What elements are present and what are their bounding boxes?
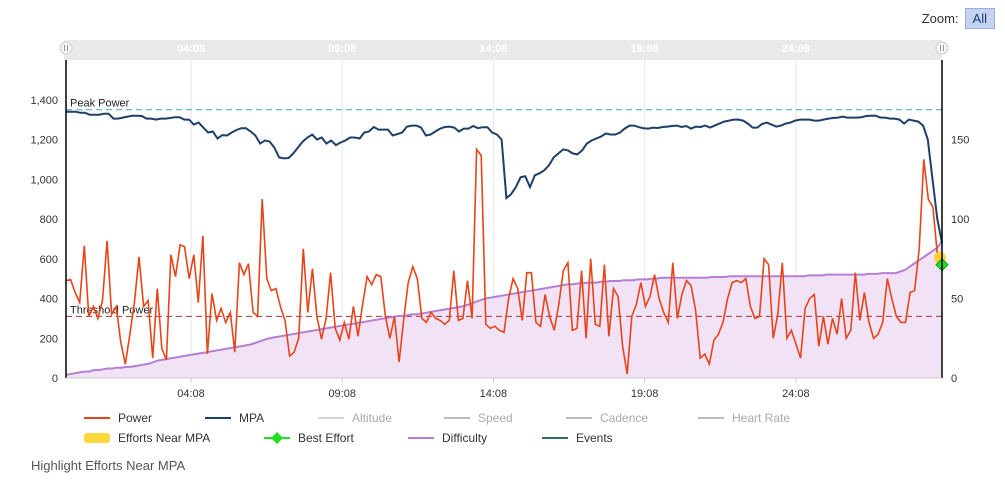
zoom-control: Zoom: All <box>922 8 995 29</box>
y-right-tick-label: 150 <box>951 135 969 147</box>
navigator[interactable]: 04:08 09:08 14:08 19:08 24:08 <box>59 40 949 60</box>
y-left-tick-label: 1,400 <box>30 95 58 107</box>
y-left-tick-label: 200 <box>40 333 58 345</box>
near-mpa-legend-symbol <box>84 433 110 443</box>
y-right-tick-label: 0 <box>951 373 957 385</box>
mpa-series-line <box>66 110 943 243</box>
navigator-tick-label: 04:08 <box>177 43 205 55</box>
legend-item-cadence[interactable]: Cadence <box>566 411 648 425</box>
legend-label-heartrate: Heart Rate <box>732 411 790 425</box>
legend-item-heartrate[interactable]: Heart Rate <box>698 411 790 425</box>
legend-item-power[interactable]: Power <box>84 411 152 425</box>
legend-label-power: Power <box>118 411 152 425</box>
legend-item-speed[interactable]: Speed <box>444 411 513 425</box>
power-series-line <box>65 147 943 375</box>
legend-label-mpa: MPA <box>239 411 264 425</box>
difficulty-series-line <box>65 240 943 376</box>
navigator-right-handle[interactable] <box>935 41 949 55</box>
y-left-tick-label: 600 <box>40 254 58 266</box>
legend-item-difficulty[interactable]: Difficulty <box>408 431 487 445</box>
difficulty-area <box>66 241 942 378</box>
legend-item-altitude[interactable]: Altitude <box>318 411 392 425</box>
y-right-tick-label: 50 <box>951 294 963 306</box>
reference-line-label: Peak Power <box>70 98 130 110</box>
zoom-label: Zoom: <box>921 11 959 26</box>
legend-label-speed: Speed <box>478 411 513 425</box>
y-right-tick-label: 100 <box>951 214 969 226</box>
y-left-tick-label: 1,200 <box>30 135 58 147</box>
x-tick-label: 24:08 <box>782 388 810 400</box>
legend-label-best-effort: Best Effort <box>298 431 354 445</box>
x-tick-label: 14:08 <box>480 388 508 400</box>
navigator-track[interactable] <box>64 40 942 60</box>
navigator-tick-label: 24:08 <box>782 43 810 55</box>
legend-item-best-effort[interactable]: Best Effort <box>264 431 354 445</box>
y-axis-right-ticks: 0 50 100 150 <box>951 135 969 386</box>
navigator-tick-label: 09:08 <box>328 43 356 55</box>
legend-label-cadence: Cadence <box>600 411 648 425</box>
x-tick-label: 09:08 <box>328 388 356 400</box>
best-effort-legend-symbol <box>271 432 283 444</box>
legend-label-events: Events <box>576 431 613 445</box>
y-axis-left-ticks: 0 200 400 600 800 1,000 1,200 1,400 <box>30 95 58 385</box>
highlight-efforts-link[interactable]: Highlight Efforts Near MPA <box>31 458 186 473</box>
legend-label-difficulty: Difficulty <box>442 431 487 445</box>
x-tick-label: 04:08 <box>177 388 205 400</box>
navigator-left-handle[interactable] <box>59 41 73 55</box>
legend-item-near-mpa[interactable]: Efforts Near MPA <box>84 431 210 445</box>
navigator-tick-labels: 04:08 09:08 14:08 19:08 24:08 <box>177 43 810 55</box>
chart-legend: Power MPA Altitude Speed Cadence Heart Rate Ef… <box>84 411 790 445</box>
y-left-tick-label: 1,000 <box>30 174 58 186</box>
legend-item-events[interactable]: Events <box>542 431 613 445</box>
navigator-tick-label: 14:08 <box>479 43 507 55</box>
y-left-tick-label: 800 <box>40 214 58 226</box>
y-left-tick-label: 400 <box>40 294 58 306</box>
legend-label-altitude: Altitude <box>352 411 392 425</box>
x-tick-label: 19:08 <box>631 388 659 400</box>
navigator-tick-label: 19:08 <box>631 43 659 55</box>
legend-label-near-mpa: Efforts Near MPA <box>118 431 210 445</box>
x-axis-ticks: 04:08 09:08 14:08 19:08 24:08 <box>177 378 810 400</box>
y-left-tick-label: 0 <box>52 373 58 385</box>
zoom-all-button[interactable]: All <box>964 8 995 29</box>
legend-item-mpa[interactable]: MPA <box>205 411 264 425</box>
